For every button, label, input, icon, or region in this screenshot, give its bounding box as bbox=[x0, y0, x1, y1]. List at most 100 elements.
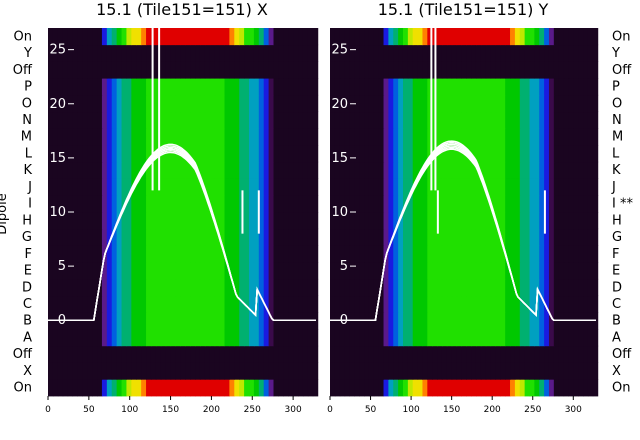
heatmap-cell bbox=[334, 295, 341, 313]
heatmap-cell bbox=[461, 161, 467, 179]
heatmap-cell bbox=[209, 195, 216, 213]
heatmap-cell bbox=[239, 61, 245, 79]
heatmap-cell bbox=[209, 245, 216, 263]
heatmap-cell bbox=[417, 345, 424, 363]
heatmap-cell bbox=[263, 178, 270, 196]
heatmap-cell bbox=[141, 61, 147, 79]
heatmap-cell bbox=[150, 212, 157, 230]
row-label-d: D bbox=[22, 280, 32, 295]
heatmap-cell bbox=[57, 28, 64, 46]
heatmap-cell bbox=[529, 228, 535, 246]
heatmap-cell bbox=[485, 128, 492, 146]
heatmap-cell bbox=[146, 228, 152, 246]
heatmap-cell bbox=[67, 161, 74, 179]
heatmap-cell bbox=[490, 195, 497, 213]
heatmap-cell bbox=[131, 345, 137, 363]
heatmap-cell bbox=[539, 329, 545, 347]
heatmap-cell bbox=[97, 94, 103, 113]
heatmap-cell bbox=[116, 145, 123, 163]
heatmap-cell bbox=[307, 128, 314, 146]
heatmap-cell bbox=[344, 195, 351, 213]
heatmap-cell bbox=[307, 295, 314, 313]
heatmap-cell bbox=[480, 329, 487, 347]
heatmap-cell bbox=[302, 128, 309, 146]
heatmap-row-d bbox=[48, 278, 319, 297]
heatmap-cell bbox=[432, 362, 438, 380]
heatmap-cell bbox=[293, 212, 299, 230]
heatmap-cell bbox=[354, 329, 360, 347]
heatmap-cell bbox=[505, 329, 511, 347]
heatmap-cell bbox=[312, 329, 319, 347]
heatmap-cell bbox=[534, 245, 540, 263]
heatmap-cell bbox=[52, 345, 59, 363]
heatmap-cell bbox=[288, 44, 294, 62]
heatmap-cell bbox=[368, 161, 375, 179]
heatmap-cell bbox=[199, 379, 206, 397]
heatmap-cell bbox=[146, 111, 152, 129]
heatmap-cell bbox=[364, 145, 370, 163]
heatmap-cell bbox=[209, 128, 216, 146]
x-tick-label: 100 bbox=[121, 405, 138, 415]
heatmap-cell bbox=[106, 111, 113, 129]
heatmap-cell bbox=[427, 262, 433, 280]
heatmap-cell bbox=[298, 262, 304, 280]
heatmap-cell bbox=[500, 128, 506, 146]
heatmap-cell bbox=[97, 262, 103, 280]
heatmap-cell bbox=[441, 28, 448, 46]
heatmap-cell bbox=[534, 94, 540, 113]
x-tick-label: 200 bbox=[203, 405, 220, 415]
heatmap-cell bbox=[359, 329, 365, 347]
heatmap-cell bbox=[534, 28, 540, 46]
heatmap-cell bbox=[302, 28, 309, 46]
heatmap-cell bbox=[388, 111, 394, 129]
heatmap-cell bbox=[87, 44, 93, 62]
heatmap-cell bbox=[273, 228, 280, 246]
heatmap-cell bbox=[544, 262, 550, 280]
heatmap-cell bbox=[185, 111, 191, 129]
heatmap-cell bbox=[57, 329, 64, 347]
heatmap-cell bbox=[283, 278, 289, 297]
heatmap-cell bbox=[378, 212, 385, 230]
heatmap-cell bbox=[52, 212, 59, 230]
heatmap-cell bbox=[364, 329, 370, 347]
heatmap-cell bbox=[485, 278, 492, 297]
heatmap-cell bbox=[302, 178, 309, 196]
heatmap-cell bbox=[175, 44, 181, 62]
heatmap-cell bbox=[388, 212, 394, 230]
heatmap-cell bbox=[62, 44, 69, 62]
heatmap-cell bbox=[219, 94, 226, 113]
heatmap-cell bbox=[175, 28, 181, 46]
heatmap-cell bbox=[388, 379, 394, 397]
heatmap-cell bbox=[165, 78, 172, 96]
row-label-f: F bbox=[612, 247, 619, 262]
heatmap-cell bbox=[82, 362, 88, 380]
heatmap-cell bbox=[534, 178, 540, 196]
heatmap-cell bbox=[116, 128, 123, 146]
heatmap-cell bbox=[359, 178, 365, 196]
heatmap-cell bbox=[302, 329, 309, 347]
heatmap-cell bbox=[312, 128, 319, 146]
heatmap-cell bbox=[101, 212, 108, 230]
x-tick-label: 0 bbox=[45, 405, 51, 415]
heatmap-cell bbox=[359, 228, 365, 246]
heatmap-cell bbox=[407, 178, 414, 196]
heatmap-cell bbox=[253, 78, 260, 96]
heatmap-cell bbox=[441, 94, 448, 113]
heatmap-cell bbox=[441, 128, 448, 146]
heatmap-cell bbox=[165, 128, 172, 146]
heatmap-cell bbox=[190, 195, 196, 213]
heatmap-cell bbox=[402, 111, 409, 129]
heatmap-cell bbox=[52, 195, 59, 213]
heatmap-cell bbox=[268, 145, 275, 163]
heatmap-cell bbox=[111, 245, 118, 263]
heatmap-cell bbox=[141, 329, 147, 347]
heatmap-cell bbox=[573, 94, 579, 113]
heatmap-cell bbox=[165, 278, 172, 297]
heatmap-cell bbox=[451, 94, 458, 113]
heatmap-cell bbox=[573, 329, 579, 347]
heatmap-cell bbox=[57, 128, 64, 146]
heatmap-cell bbox=[48, 228, 54, 246]
heatmap-cell bbox=[373, 212, 380, 230]
heatmap-row-off bbox=[48, 345, 319, 363]
heatmap-cell bbox=[349, 195, 355, 213]
